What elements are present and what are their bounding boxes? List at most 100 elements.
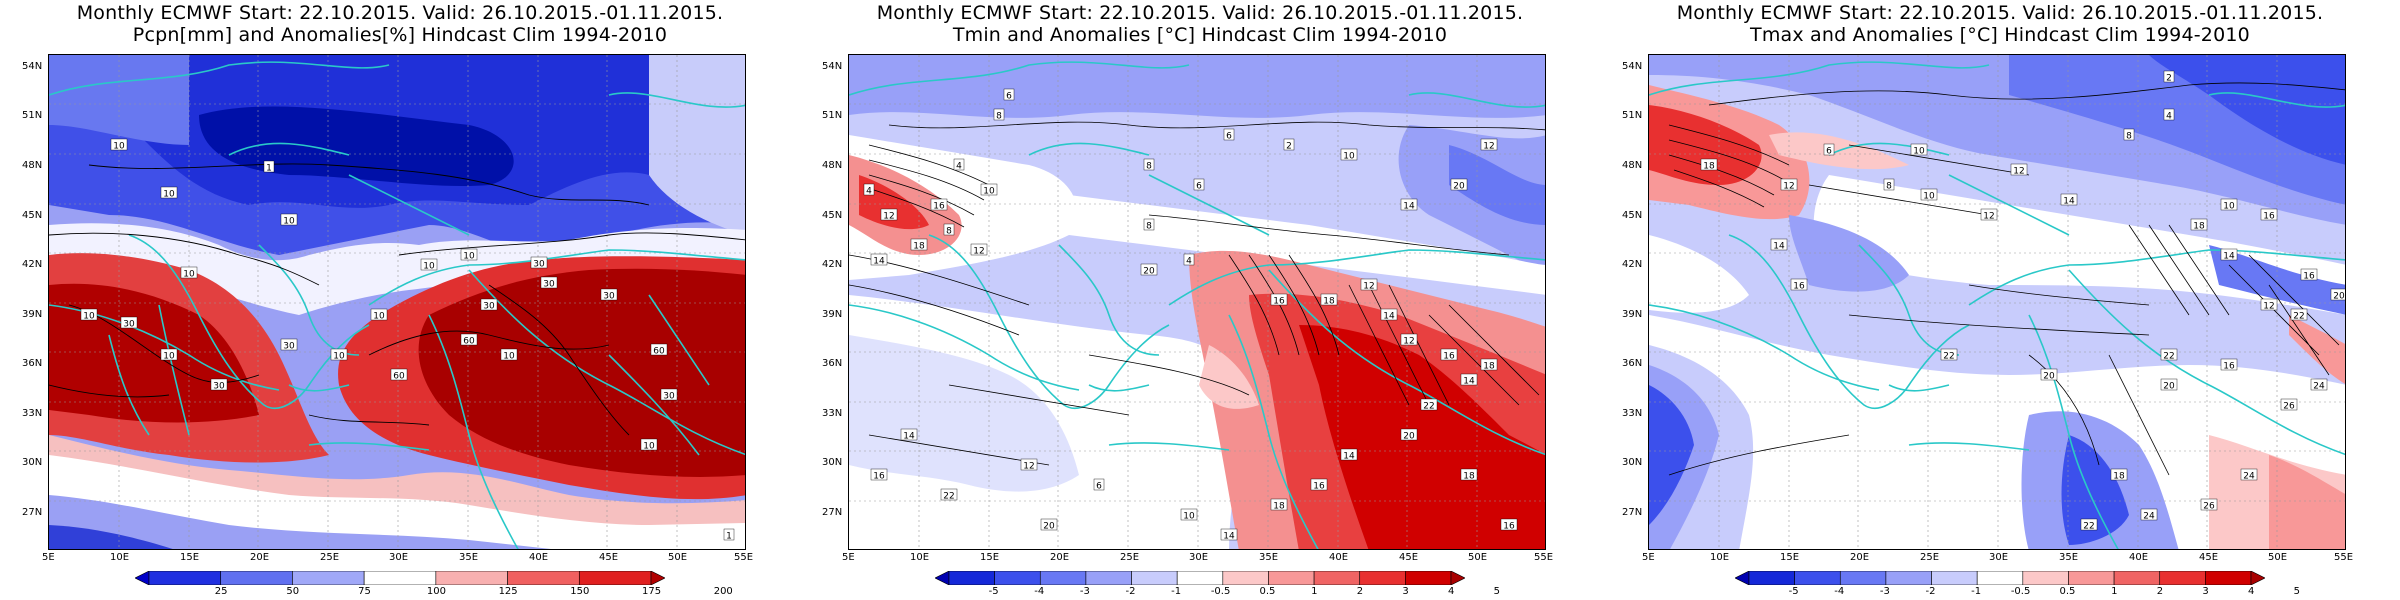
- svg-text:6: 6: [1826, 147, 1832, 157]
- colorbar-tick-label: 5: [2293, 586, 2300, 597]
- panel-title-line1: Monthly ECMWF Start: 22.10.2015. Valid: …: [76, 2, 724, 24]
- contour-value-label: 30: [660, 388, 678, 402]
- svg-text:16: 16: [1273, 297, 1285, 307]
- contour-value-label: 10: [330, 348, 348, 362]
- contour-value-label: 10: [420, 258, 438, 272]
- contour-value-label: 4: [1183, 253, 1195, 267]
- colorbar-segment: [220, 571, 293, 585]
- contour-value-label: 6: [1223, 128, 1235, 142]
- svg-text:1: 1: [726, 532, 732, 542]
- colorbar-segment: [1131, 571, 1178, 585]
- colorbar-min-arrow: [135, 571, 150, 585]
- svg-text:6: 6: [1226, 132, 1232, 142]
- lat-tick-label: 36N: [822, 358, 843, 369]
- svg-text:10: 10: [183, 270, 195, 280]
- colorbar-max-arrow: [650, 571, 665, 585]
- lat-tick-label: 42N: [1622, 259, 1643, 270]
- colorbar-tick-label: -4: [1034, 586, 1045, 597]
- colorbar-tick-label: -5: [988, 586, 999, 597]
- colorbar-segment: [2205, 571, 2252, 585]
- contour-value-label: 10: [2220, 198, 2238, 212]
- lat-tick-label: 54N: [822, 61, 843, 72]
- contour-value-label: 4: [953, 158, 965, 172]
- contour-value-label: 12: [1480, 138, 1498, 152]
- colorbar-min-arrow: [935, 571, 950, 585]
- contour-value-label: 14: [1380, 308, 1398, 322]
- svg-text:12: 12: [2013, 167, 2024, 177]
- lat-tick-label: 27N: [22, 507, 43, 518]
- contour-value-label: 18: [2110, 468, 2128, 482]
- svg-text:4: 4: [866, 187, 872, 197]
- contour-value-label: 10: [1180, 508, 1198, 522]
- lon-tick-label: 10E: [910, 552, 930, 563]
- colorbar-tick-label: -3: [1879, 586, 1890, 597]
- lat-tick-label: 33N: [1622, 408, 1643, 419]
- svg-text:10: 10: [163, 190, 175, 200]
- contour-value-label: 14: [1220, 528, 1238, 542]
- colorbar-tick-label: 175: [642, 586, 662, 597]
- lat-tick-label: 54N: [1622, 61, 1643, 72]
- contour-value-label: 20: [1040, 518, 1058, 532]
- contour-value-label: 10: [160, 348, 178, 362]
- lon-tick-label: 50E: [668, 552, 688, 563]
- svg-text:18: 18: [1463, 472, 1475, 482]
- svg-text:20: 20: [1043, 522, 1055, 532]
- colorbar-segment: [948, 571, 995, 585]
- svg-text:22: 22: [943, 492, 954, 502]
- colorbar-tick-label: 1: [2111, 586, 2118, 597]
- svg-text:12: 12: [883, 212, 894, 222]
- svg-text:8: 8: [1886, 182, 1892, 192]
- contour-value-label: 14: [1770, 238, 1788, 252]
- svg-text:12: 12: [1363, 282, 1374, 292]
- tmax-colorbar: [1735, 571, 2265, 585]
- svg-text:10: 10: [1343, 152, 1355, 162]
- colorbar-segment: [1794, 571, 1841, 585]
- svg-text:10: 10: [113, 142, 125, 152]
- contour-value-label: 30: [120, 316, 138, 330]
- contour-value-label: 10: [500, 348, 518, 362]
- lon-tick-label: 35E: [2059, 552, 2079, 563]
- lon-tick-label: 25E: [1120, 552, 1140, 563]
- contour-value-label: 26: [2280, 398, 2298, 412]
- svg-text:30: 30: [213, 382, 225, 392]
- colorbar-tick-label: 0.5: [1259, 586, 1276, 597]
- contour-value-label: 16: [870, 468, 888, 482]
- contour-value-label: 8: [1883, 178, 1895, 192]
- colorbar-segment: [1976, 571, 2024, 585]
- contour-value-label: 1: [723, 528, 735, 542]
- lat-tick-label: 48N: [22, 160, 43, 171]
- contour-value-label: 16: [2260, 208, 2278, 222]
- svg-text:14: 14: [873, 257, 885, 267]
- colorbar-tick-label: 150: [570, 586, 590, 597]
- contour-value-label: 60: [460, 333, 478, 347]
- contour-value-label: 18: [1270, 498, 1288, 512]
- svg-text:8: 8: [1146, 222, 1152, 232]
- colorbar-segment: [2022, 571, 2069, 585]
- svg-text:8: 8: [996, 112, 1002, 122]
- contour-value-label: 10: [160, 186, 178, 200]
- svg-text:10: 10: [283, 217, 295, 227]
- contour-value-label: 16: [2300, 268, 2318, 282]
- contour-value-label: 8: [943, 223, 955, 237]
- contour-value-label: 14: [2220, 248, 2238, 262]
- colorbar-tick-label: 200: [713, 586, 733, 597]
- colorbar-tick-label: -2: [1125, 586, 1136, 597]
- colorbar-segment: [1885, 571, 1932, 585]
- svg-text:16: 16: [1503, 522, 1515, 532]
- contour-value-label: 8: [1143, 218, 1155, 232]
- svg-text:10: 10: [463, 252, 475, 262]
- contour-value-label: 14: [1340, 448, 1358, 462]
- svg-text:60: 60: [393, 372, 405, 382]
- svg-text:10: 10: [163, 352, 175, 362]
- contour-value-label: 10: [1340, 148, 1358, 162]
- svg-text:6: 6: [1096, 482, 1102, 492]
- contour-value-label: 16: [930, 198, 948, 212]
- svg-text:16: 16: [933, 202, 945, 212]
- colorbar-tick-label: -3: [1079, 586, 1090, 597]
- contour-value-label: 10: [460, 248, 478, 262]
- svg-text:4: 4: [1186, 257, 1192, 267]
- svg-text:10: 10: [1913, 147, 1925, 157]
- colorbar-segment: [1931, 571, 1978, 585]
- lon-tick-label: 20E: [1850, 552, 1870, 563]
- colorbar-max-arrow: [2250, 571, 2265, 585]
